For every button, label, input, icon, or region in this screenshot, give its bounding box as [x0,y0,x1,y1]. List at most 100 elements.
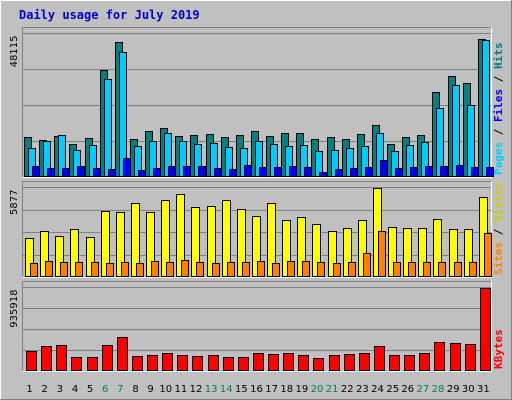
bar-sites-day-5 [91,262,99,277]
x-tick-label-day-22: 22 [341,384,354,395]
x-tick-label-day-27: 27 [417,384,430,395]
bar-visits-day-29 [449,229,458,277]
bar-kbytes-day-21 [329,355,340,371]
bar-pages-day-24 [380,160,388,177]
bar-pages-day-12 [198,166,206,177]
bar-visits-day-16 [252,216,261,277]
bar-sites-day-18 [287,261,295,277]
bar-kbytes-day-4 [71,357,82,371]
x-tick-label-day-17: 17 [265,384,278,395]
bar-sites-day-14 [227,262,235,277]
bar-sites-day-6 [106,263,114,277]
bar-pages-day-7 [123,158,131,177]
x-tick-label-day-12: 12 [190,384,203,395]
bar-kbytes-day-27 [419,353,430,371]
bar-sites-day-19 [302,261,310,277]
bar-pages-day-28 [440,166,448,177]
bar-kbytes-day-15 [238,357,249,371]
bar-kbytes-day-31 [480,288,491,371]
x-tick-label-day-3: 3 [57,384,63,395]
bar-pages-day-10 [168,166,176,177]
bar-visits-day-15 [237,209,246,277]
bar-sites-day-17 [272,263,280,277]
legend-hits-files-pages: Pages / Files / Hits [492,43,505,176]
series-pages [32,158,494,177]
legend-entry: Visits [492,182,505,222]
bar-sites-day-10 [166,262,174,277]
bar-pages-day-1 [32,166,40,177]
legend-entry: Files [492,89,505,122]
bar-sites-day-15 [242,262,250,277]
bar-visits-day-9 [146,212,155,277]
bar-visits-day-21 [328,231,337,277]
bar-sites-day-26 [408,262,416,277]
bar-visits-day-23 [358,220,367,277]
bar-files-day-7 [119,52,127,177]
bar-kbytes-day-7 [117,337,128,371]
series-kbytes [26,288,491,371]
x-tick-label-day-30: 30 [462,384,475,395]
bar-visits-day-12 [191,207,200,277]
y-max-label: 5877 [9,190,20,215]
bar-pages-day-6 [108,169,116,177]
bar-sites-day-9 [151,261,159,277]
bar-kbytes-day-14 [223,357,234,371]
bar-files-day-29 [452,85,460,177]
x-tick-label-day-31: 31 [477,384,490,395]
bar-kbytes-day-8 [132,356,143,371]
bar-visits-day-17 [267,203,276,277]
x-tick-label-day-13: 13 [205,384,218,395]
x-tick-label-day-1: 1 [26,384,32,395]
x-tick-label-day-25: 25 [386,384,399,395]
x-tick-label-day-4: 4 [72,384,78,395]
bar-visits-day-28 [433,219,442,277]
bar-pages-day-3 [62,168,70,177]
x-tick-label-day-16: 16 [250,384,263,395]
bar-sites-day-4 [75,262,83,277]
legend-entry: Sites [492,242,505,275]
bar-sites-day-25 [393,262,401,277]
bar-kbytes-day-20 [313,358,324,371]
bar-visits-day-6 [101,211,110,277]
bar-pages-day-22 [350,168,358,177]
x-tick-label-day-5: 5 [87,384,93,395]
bar-pages-day-31 [486,167,494,177]
bar-pages-day-21 [335,169,343,177]
bar-kbytes-day-28 [434,342,445,371]
bar-pages-day-30 [471,167,479,177]
bar-sites-day-29 [454,262,462,277]
bar-pages-day-23 [365,167,373,177]
bar-kbytes-day-12 [192,356,203,371]
bar-pages-day-19 [304,167,312,177]
y-max-label: 935918 [9,290,20,328]
bar-sites-day-7 [121,262,129,277]
bar-kbytes-day-29 [450,343,461,371]
x-tick-label-day-23: 23 [356,384,369,395]
legend-kbytes: KBytes [492,329,505,369]
x-tick-label-day-24: 24 [371,384,384,395]
bar-files-day-30 [467,105,475,177]
bar-kbytes-day-22 [344,354,355,371]
legend-entry: Pages [492,142,505,175]
bar-visits-day-18 [282,220,291,277]
legend-entry: Hits [492,43,505,70]
bar-kbytes-day-18 [283,353,294,371]
bar-visits-day-20 [312,224,321,277]
bar-visits-day-22 [343,228,352,277]
bar-sites-day-3 [60,262,68,277]
bar-visits-day-1 [25,238,34,277]
bar-sites-day-31 [484,233,492,277]
bar-kbytes-day-13 [208,355,219,371]
bar-sites-day-12 [196,262,204,277]
bar-visits-day-5 [86,237,95,277]
x-tick-label-day-11: 11 [175,384,188,395]
x-tick-label-day-9: 9 [147,384,153,395]
bar-pages-day-29 [456,165,464,177]
legend-entry: / [492,69,505,89]
bar-kbytes-day-19 [298,355,309,371]
bar-kbytes-day-23 [359,353,370,371]
bar-pages-day-15 [244,165,252,177]
x-tick-label-day-26: 26 [401,384,414,395]
bar-sites-day-13 [212,263,220,277]
x-tick-label-day-18: 18 [280,384,293,395]
